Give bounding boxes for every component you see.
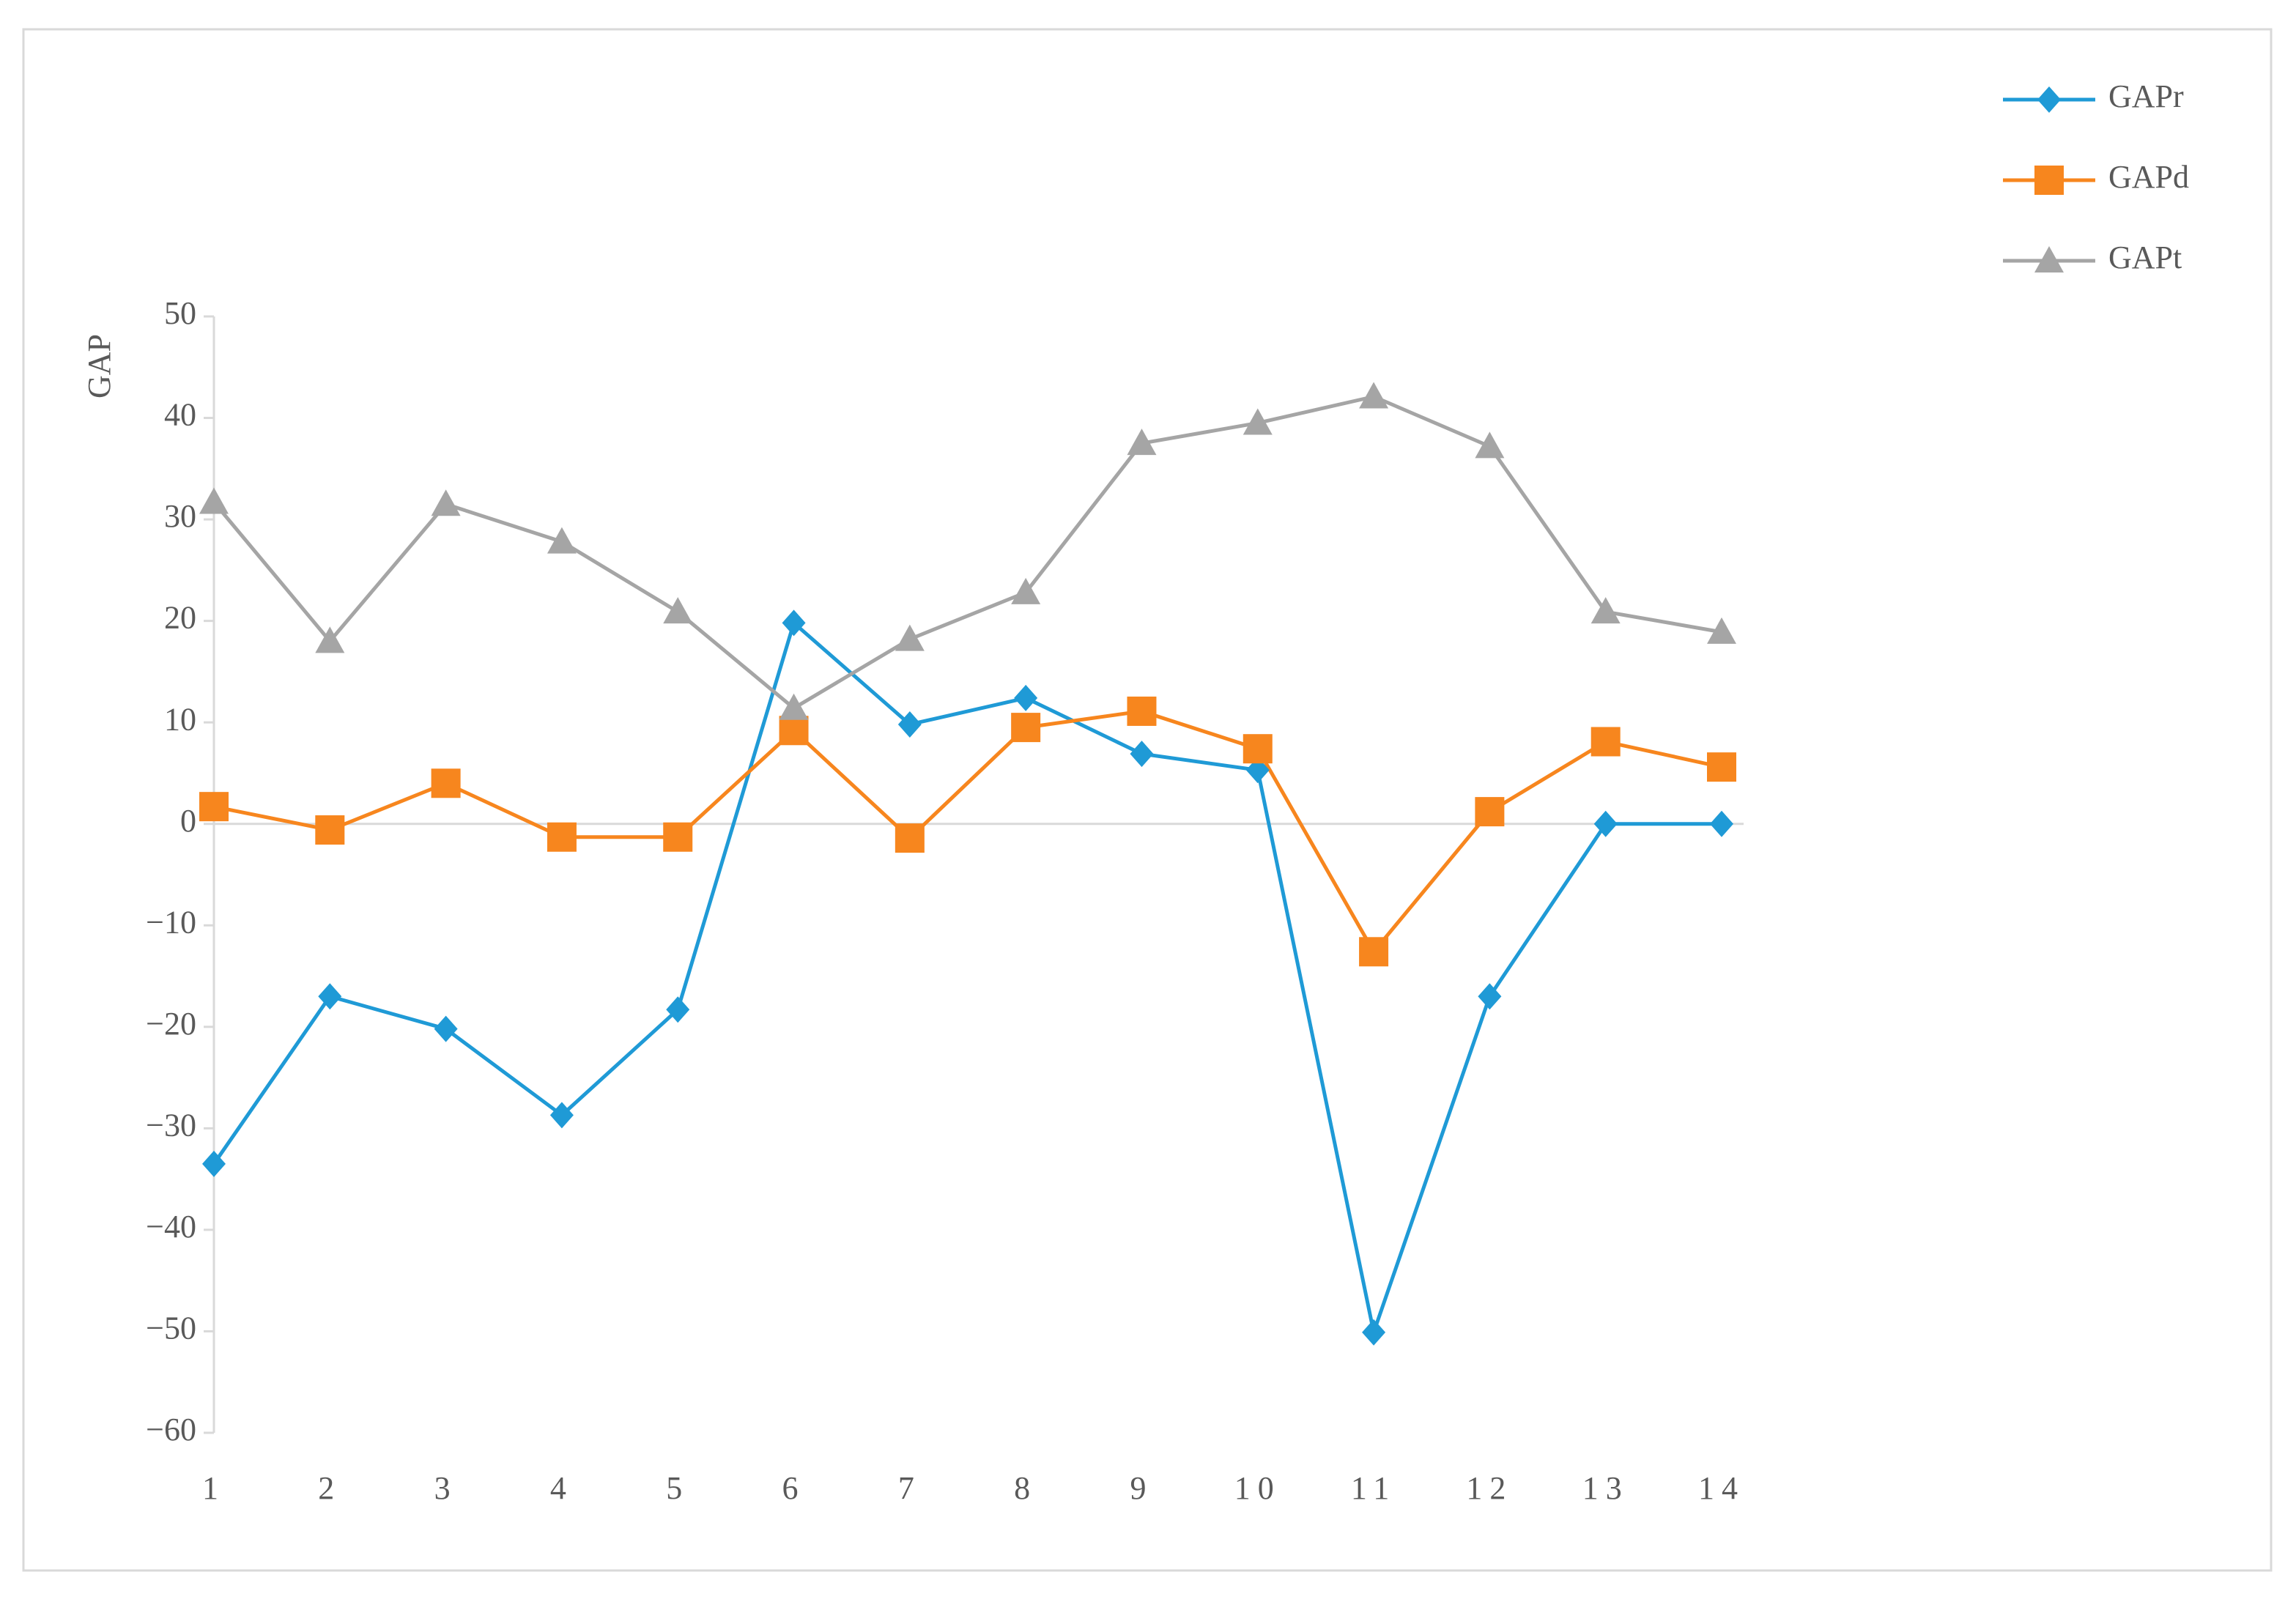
data-point (779, 693, 809, 720)
data-point (199, 487, 229, 514)
x-tick-label: 1 (202, 1470, 226, 1506)
x-tick-label: 11 (1351, 1470, 1396, 1506)
data-point (1710, 810, 1733, 837)
data-point (1014, 684, 1038, 711)
legend-label: GAPr (2108, 78, 2184, 114)
y-tick-label: −20 (146, 1006, 196, 1042)
y-tick-label: −60 (146, 1412, 196, 1447)
data-point (779, 716, 809, 746)
data-point (199, 792, 229, 822)
legend-label: GAPd (2108, 159, 2189, 195)
data-point (1707, 752, 1736, 782)
data-point (315, 626, 345, 653)
series-line (212, 619, 1722, 1340)
x-tick-label: 5 (666, 1470, 689, 1506)
x-tick-label: 14 (1698, 1470, 1745, 1506)
legend-marker (2037, 86, 2061, 113)
data-point (547, 527, 577, 554)
data-point (1011, 713, 1041, 743)
data-point (1359, 937, 1389, 967)
x-tick-label: 13 (1582, 1470, 1629, 1506)
data-point (1243, 734, 1273, 764)
data-point (549, 1102, 574, 1129)
data-point (1593, 810, 1618, 837)
data-point (663, 597, 693, 624)
data-point (1475, 431, 1505, 459)
data-point (1127, 429, 1157, 456)
y-tick-label: 50 (164, 295, 196, 331)
x-tick-label: 9 (1130, 1470, 1153, 1506)
data-point (782, 609, 806, 637)
data-point (547, 822, 577, 852)
data-point (1130, 741, 1154, 768)
y-tick-label: 40 (164, 397, 196, 433)
data-point (895, 823, 925, 853)
data-point (1478, 983, 1502, 1010)
data-point (1590, 597, 1621, 624)
data-point (1707, 617, 1736, 644)
x-tick-label: 10 (1234, 1470, 1281, 1506)
series-line (212, 394, 1722, 711)
data-point (431, 768, 461, 798)
y-tick-label: −30 (146, 1107, 196, 1143)
y-tick-label: 10 (164, 701, 196, 737)
series-line (213, 709, 1722, 955)
data-point (1475, 797, 1505, 827)
data-point (318, 983, 342, 1010)
x-tick-label: 4 (550, 1470, 574, 1506)
y-axis-label: GAP (81, 334, 117, 398)
data-point (1245, 757, 1270, 784)
data-point (1243, 408, 1273, 435)
data-point (1362, 1319, 1386, 1346)
data-point (202, 1150, 226, 1177)
x-tick-label: 7 (898, 1470, 922, 1506)
y-tick-label: −50 (146, 1310, 196, 1346)
x-tick-label: 6 (782, 1470, 806, 1506)
legend-label: GAPt (2108, 240, 2182, 275)
x-tick-label: 3 (434, 1470, 458, 1506)
data-point (1127, 696, 1157, 726)
x-tick-label: 2 (318, 1470, 341, 1506)
data-point (663, 822, 693, 852)
legend-marker (2034, 246, 2064, 272)
legend-marker (2034, 166, 2064, 195)
data-point (315, 815, 345, 845)
data-point (431, 489, 461, 516)
data-point (1011, 577, 1041, 604)
data-point (897, 711, 922, 738)
x-tick-label: 8 (1014, 1470, 1037, 1506)
data-point (434, 1015, 458, 1042)
chart-border (22, 28, 2273, 1572)
data-point (1590, 727, 1621, 757)
y-tick-label: −40 (146, 1209, 196, 1245)
y-tick-label: 0 (180, 803, 196, 839)
data-point (666, 996, 690, 1023)
data-point (1359, 382, 1389, 409)
y-tick-label: 20 (164, 600, 196, 636)
data-point (895, 624, 925, 651)
y-tick-label: −10 (146, 904, 196, 940)
y-tick-label: 30 (164, 498, 196, 534)
x-tick-label: 12 (1466, 1470, 1513, 1506)
